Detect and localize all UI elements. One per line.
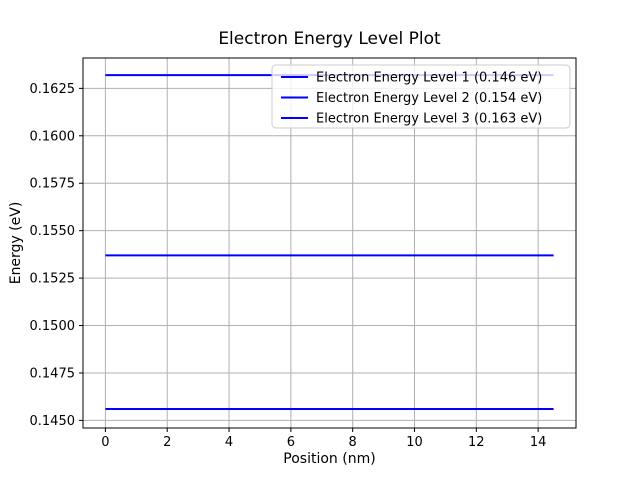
- legend-label-3: Electron Energy Level 3 (0.163 eV): [316, 112, 542, 127]
- legend-frame: [271, 64, 571, 129]
- x-tick-label: 0: [101, 435, 109, 450]
- y-tick-label: 0.1600: [30, 129, 76, 144]
- y-tick-label: 0.1525: [30, 272, 76, 287]
- legend-label-2: Electron Energy Level 2 (0.154 eV): [316, 91, 542, 106]
- y-tick-label: 0.1500: [30, 319, 76, 334]
- y-tick-label: 0.1450: [30, 414, 76, 429]
- x-tick-label: 4: [225, 435, 233, 450]
- axes-spines: [82, 57, 577, 429]
- x-tick-label: 6: [287, 435, 295, 450]
- x-tick-label: 2: [163, 435, 171, 450]
- x-tick-label: 14: [530, 435, 547, 450]
- x-tick-label: 8: [349, 435, 357, 450]
- chart-title: Electron Energy Level Plot: [218, 29, 441, 49]
- y-tick-label: 0.1550: [30, 224, 76, 239]
- x-tick-label: 10: [406, 435, 423, 450]
- ticks: 0 2 4 6 8 10 12 14 0.1450 0.1475 0.1500 0.1525 0.155…: [30, 82, 547, 450]
- y-tick-label: 0.1475: [30, 366, 76, 381]
- y-tick-label: 0.1575: [30, 177, 76, 192]
- y-tick-label: 0.1625: [30, 82, 76, 97]
- legend-label-1: Electron Energy Level 1 (0.146 eV): [316, 71, 542, 86]
- legend: Electron Energy Level 1 (0.146 eV) Electr…: [271, 64, 571, 129]
- x-axis-label: Position (nm): [283, 451, 375, 467]
- y-axis-label: Energy (eV): [8, 202, 24, 285]
- x-tick-label: 12: [468, 435, 485, 450]
